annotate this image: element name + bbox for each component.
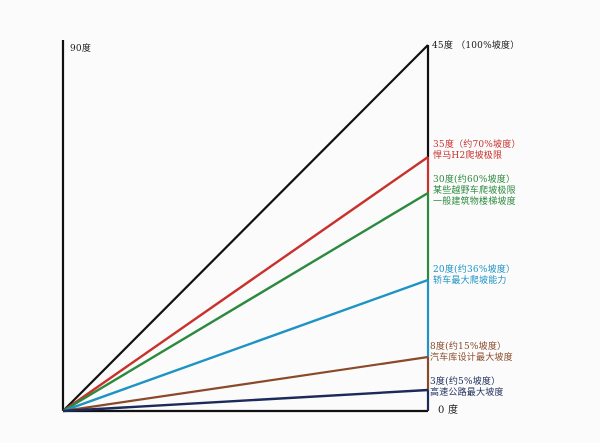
label-3-degree-note: 高速公路最大坡度 (430, 388, 504, 398)
line-3-degree (62, 388, 429, 413)
label-30-degree-title: 30度(约60%坡度） (433, 175, 516, 185)
line-45-degree (62, 44, 429, 412)
line-35-degree (62, 156, 429, 412)
label-20-degree-note: 轿车最大爬坡能力 (433, 276, 507, 286)
label-45-degree-title: 45度 （100%坡度） (432, 41, 520, 51)
label-3-degree-title: 3度(约5%坡度） (430, 377, 501, 387)
label-35-degree-note: 悍马H2爬坡极限 (433, 151, 503, 161)
line-30-degree (62, 191, 429, 413)
line-8-degree (62, 355, 429, 413)
label-35-degree-title: 35度（约70%坡度） (433, 140, 521, 150)
label-90-degree: 90度 (70, 44, 92, 54)
label-30-degree-note: 某些越野车爬坡极限 一般建筑物楼梯坡度 (433, 186, 516, 207)
label-20-degree-title: 20度(约36%坡度） (433, 265, 516, 275)
line-20-degree (62, 278, 429, 413)
label-8-degree-note: 汽车库设计最大坡度 (430, 353, 513, 363)
label-8-degree-title: 8度(约15%坡度） (430, 342, 507, 352)
label-0-degree: 0 度 (438, 405, 459, 416)
